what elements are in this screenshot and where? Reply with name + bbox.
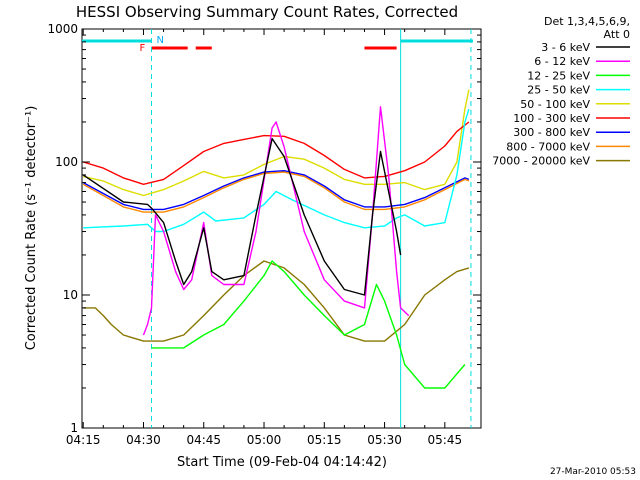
series-line-7000-20000kev [83,260,470,342]
series-line-6-12kev [142,106,410,336]
legend-entry-label: 7000 - 20000 keV [492,155,590,168]
series-line-25-50kev [83,108,470,233]
legend-entry-label: 800 - 7000 keV [506,140,590,153]
y-tick-label: 1000 [47,22,78,36]
series-line-100-300kev [82,121,470,186]
legend-entry-label: 100 - 300 keV [513,112,590,125]
x-tick-label: 04:30 [126,433,161,447]
legend-entry-label: 3 - 6 keV [541,41,590,54]
legend-entry-label: 25 - 50 keV [527,84,590,97]
legend-entry-label: 50 - 100 keV [520,98,590,111]
axis-ticks: 04:15 04:30 04:45 05:00 05:15 05:30 05:45 1 10 10… [47,22,481,447]
series-line-800-7000kev [82,171,470,213]
generation-timestamp: 27-Mar-2010 05:53 [550,467,636,477]
x-axis-label: Start Time (09-Feb-04 04:14:42) [177,455,387,470]
night-flag-label: N [157,35,164,46]
chart-title: HESSI Observing Summary Count Rates, Cor… [76,3,458,21]
x-tick-label: 05:15 [307,433,342,447]
y-tick-label: 100 [55,155,78,169]
y-tick-label: 10 [63,288,78,302]
legend-entry-label: 6 - 12 keV [534,55,590,68]
series-line-12-25kev [151,260,466,389]
series-lines [82,89,470,389]
plot-area [81,28,482,429]
series-line-3-6kev [82,137,402,296]
legend-header-attenuator: Att 0 [604,28,630,41]
y-tick-label: 1 [70,421,78,435]
flare-flag-label: F [140,43,146,54]
observing-flags: NF [82,29,473,428]
x-tick-label: 04:45 [186,433,221,447]
x-tick-label: 05:30 [367,433,402,447]
legend-header-detectors: Det 1,3,4,5,6,9, [544,15,630,28]
plot-border [81,28,482,429]
legend-entry-label: 300 - 800 keV [513,126,590,139]
series-line-300-800kev [82,169,470,211]
y-axis-label: Corrected Count Rate (s⁻¹ detector⁻¹) [24,106,39,351]
x-tick-label: 05:00 [247,433,282,447]
x-tick-label: 04:15 [66,433,101,447]
legend-entry-label: 12 - 25 keV [527,69,590,82]
x-tick-label: 05:45 [428,433,463,447]
series-line-50-100kev [83,89,470,197]
